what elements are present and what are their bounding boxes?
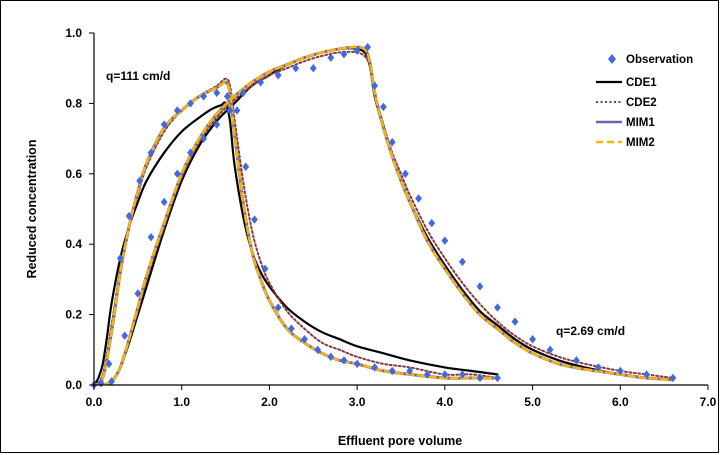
x-tick-label: 0.0 xyxy=(86,395,103,409)
y-tick-label: 0.2 xyxy=(65,308,82,322)
legend-label-cde1: CDE1 xyxy=(626,77,657,89)
y-tick-label: 0.8 xyxy=(65,96,82,110)
x-tick-label: 2.0 xyxy=(261,395,278,409)
legend-label-mim1: MIM1 xyxy=(626,117,655,129)
y-tick-label: 0.0 xyxy=(65,378,82,392)
y-tick-label: 0.4 xyxy=(65,237,82,251)
legend-label-mim2: MIM2 xyxy=(626,137,655,149)
x-tick-label: 6.0 xyxy=(612,395,629,409)
y-tick-label: 1.0 xyxy=(65,26,82,40)
legend-label-cde2: CDE2 xyxy=(626,97,657,109)
annotation-q269: q=2.69 cm/d xyxy=(556,324,625,338)
x-tick-label: 4.0 xyxy=(437,395,454,409)
y-axis-label: Reduced concentration xyxy=(25,140,39,279)
x-tick-label: 7.0 xyxy=(700,395,717,409)
x-tick-label: 3.0 xyxy=(349,395,366,409)
x-axis-label: Effluent pore volume xyxy=(338,434,462,448)
annotation-q111: q=111 cm/d xyxy=(106,69,170,83)
y-tick-label: 0.6 xyxy=(65,167,82,181)
x-tick-label: 5.0 xyxy=(524,395,541,409)
legend-label-observation: Observation xyxy=(626,54,693,66)
x-tick-label: 1.0 xyxy=(173,395,190,409)
